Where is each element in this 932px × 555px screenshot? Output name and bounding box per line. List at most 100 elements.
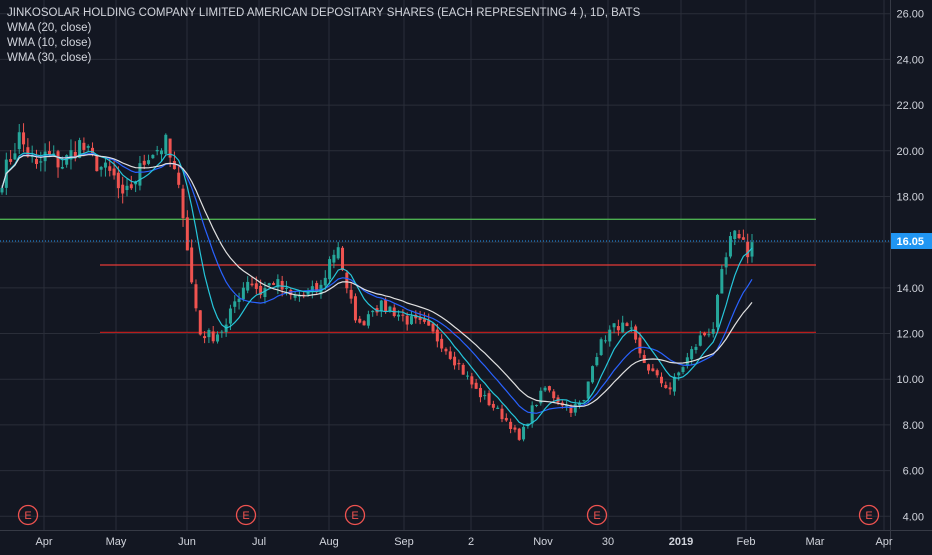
candle-body[interactable]: [634, 326, 638, 340]
candle-body[interactable]: [504, 417, 508, 421]
earnings-marker[interactable]: [235, 504, 257, 526]
candle-body[interactable]: [13, 153, 17, 160]
candle-body[interactable]: [397, 314, 401, 317]
candle-body[interactable]: [716, 294, 720, 328]
candle-body[interactable]: [440, 338, 444, 349]
candle-body[interactable]: [470, 376, 474, 385]
candle-body[interactable]: [384, 299, 388, 312]
candle-body[interactable]: [509, 421, 513, 430]
candle-body[interactable]: [220, 331, 224, 333]
candle-body[interactable]: [552, 391, 556, 399]
candle-body[interactable]: [733, 230, 737, 240]
candle-body[interactable]: [185, 217, 189, 251]
candle-body[interactable]: [612, 323, 616, 328]
candle-body[interactable]: [177, 172, 181, 185]
candle-body[interactable]: [159, 150, 163, 155]
candle-body[interactable]: [91, 147, 95, 154]
candle-body[interactable]: [103, 162, 107, 168]
candle-body[interactable]: [647, 364, 651, 371]
candle-body[interactable]: [474, 382, 478, 389]
candle-body[interactable]: [108, 166, 112, 171]
candle-body[interactable]: [272, 283, 276, 285]
candle-body[interactable]: [349, 289, 353, 299]
candle-body[interactable]: [69, 150, 73, 160]
candle-body[interactable]: [483, 395, 487, 397]
candle-body[interactable]: [728, 236, 732, 257]
candle-body[interactable]: [155, 149, 159, 152]
candle-body[interactable]: [302, 294, 306, 296]
candle-body[interactable]: [487, 393, 491, 406]
candle-body[interactable]: [237, 298, 241, 302]
candle-body[interactable]: [345, 272, 349, 289]
candle-body[interactable]: [603, 340, 607, 342]
candle-body[interactable]: [491, 403, 495, 408]
candle-body[interactable]: [336, 247, 340, 259]
candle-body[interactable]: [500, 408, 504, 420]
candle-body[interactable]: [371, 310, 375, 313]
candle-body[interactable]: [707, 334, 711, 336]
candle-body[interactable]: [142, 160, 146, 165]
candle-body[interactable]: [496, 407, 500, 409]
candle-body[interactable]: [461, 364, 465, 375]
candle-body[interactable]: [190, 247, 194, 283]
candle-body[interactable]: [65, 155, 69, 165]
candle-body[interactable]: [444, 348, 448, 352]
candle-body[interactable]: [73, 151, 77, 159]
candle-body[interactable]: [539, 390, 543, 404]
candle-body[interactable]: [418, 317, 422, 320]
candle-body[interactable]: [608, 329, 612, 342]
candle-body[interactable]: [250, 283, 254, 286]
candle-body[interactable]: [328, 259, 332, 280]
candle-body[interactable]: [569, 406, 573, 413]
candle-body[interactable]: [78, 140, 82, 158]
candle-body[interactable]: [534, 404, 538, 406]
candle-body[interactable]: [228, 308, 232, 324]
candle-body[interactable]: [332, 254, 336, 263]
candle-body[interactable]: [82, 142, 86, 150]
candle-body[interactable]: [453, 356, 457, 366]
candle-body[interactable]: [254, 283, 258, 289]
candle-body[interactable]: [366, 314, 370, 326]
candle-body[interactable]: [233, 301, 237, 307]
candle-body[interactable]: [125, 185, 129, 191]
candle-body[interactable]: [181, 188, 185, 219]
candle-body[interactable]: [703, 332, 707, 336]
candle-body[interactable]: [241, 287, 245, 300]
candle-body[interactable]: [34, 158, 38, 165]
candle-body[interactable]: [638, 337, 642, 354]
candle-body[interactable]: [95, 156, 99, 172]
candle-body[interactable]: [543, 387, 547, 391]
candle-body[interactable]: [358, 318, 362, 323]
candle-body[interactable]: [664, 384, 668, 388]
candle-body[interactable]: [259, 285, 263, 295]
candle-body[interactable]: [405, 315, 409, 325]
candle-body[interactable]: [565, 405, 569, 407]
candle-body[interactable]: [60, 166, 64, 169]
candle-body[interactable]: [164, 134, 168, 154]
candle-body[interactable]: [659, 376, 663, 384]
earnings-marker[interactable]: [586, 504, 608, 526]
candle-body[interactable]: [672, 376, 676, 392]
candle-body[interactable]: [388, 306, 392, 312]
candle-body[interactable]: [129, 184, 133, 189]
candle-body[interactable]: [147, 160, 151, 164]
candle-body[interactable]: [284, 287, 288, 289]
candle-body[interactable]: [56, 151, 60, 168]
candle-body[interactable]: [578, 402, 582, 406]
candle-body[interactable]: [586, 381, 590, 399]
candle-body[interactable]: [750, 242, 754, 257]
candle-body[interactable]: [478, 387, 482, 398]
candle-body[interactable]: [280, 280, 284, 290]
candle-body[interactable]: [591, 366, 595, 383]
candle-body[interactable]: [720, 269, 724, 294]
candle-body[interactable]: [642, 354, 646, 363]
candle-body[interactable]: [341, 247, 345, 271]
candle-body[interactable]: [263, 288, 267, 298]
candle-body[interactable]: [651, 368, 655, 372]
candle-body[interactable]: [547, 386, 551, 391]
candle-body[interactable]: [401, 314, 405, 316]
candle-body[interactable]: [573, 404, 577, 413]
candle-body[interactable]: [655, 370, 659, 376]
candle-body[interactable]: [112, 168, 116, 176]
